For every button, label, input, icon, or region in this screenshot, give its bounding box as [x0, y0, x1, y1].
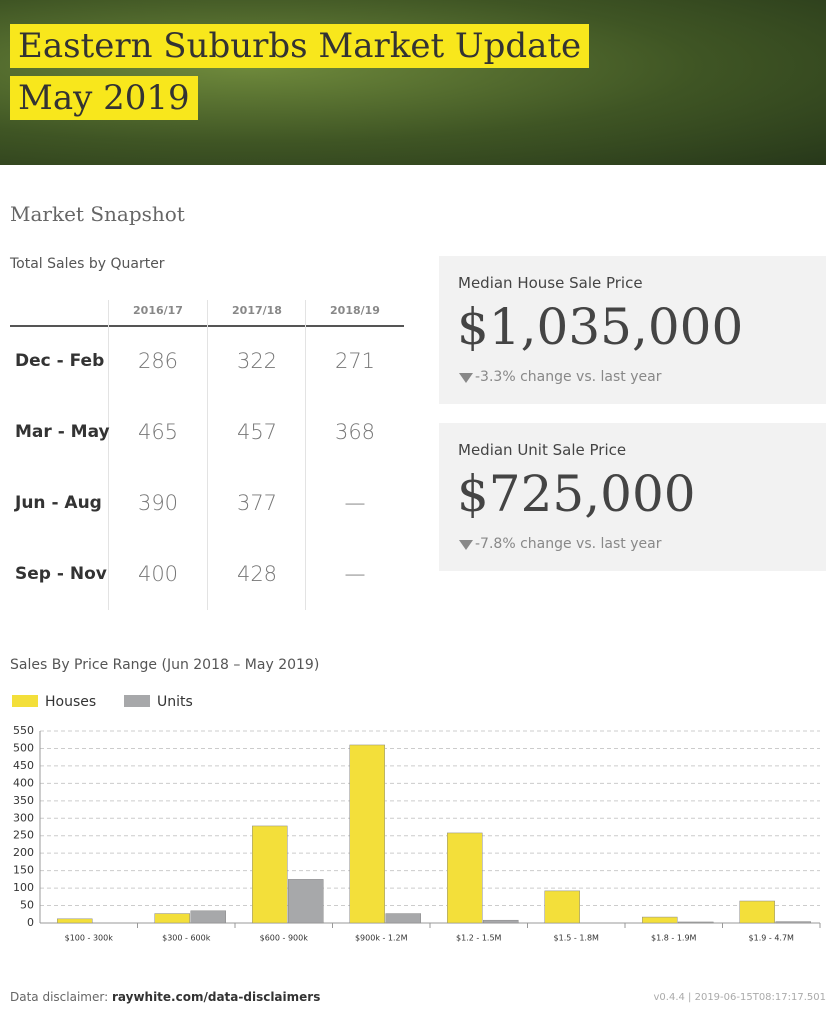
cell: 457	[236, 420, 278, 444]
y-tick-label: 300	[13, 811, 34, 824]
y-tick-label: 450	[13, 759, 34, 772]
chart: Houses Units 0 50 100 150 200 250 300 350 400 450 50…	[12, 694, 821, 943]
card-change: -3.3% change vs. last year	[475, 369, 662, 385]
cell: 400	[137, 562, 179, 586]
column-header: 2017/18	[232, 304, 282, 317]
x-tick-label: $1.2 - 1.5M	[456, 934, 502, 943]
disclaimer-label: Data disclaimer:	[10, 990, 109, 1004]
price-card: Median House Sale Price $1,035,000 -3.3% c…	[439, 256, 826, 404]
table-title: Total Sales by Quarter	[10, 256, 165, 272]
y-tick-label: 150	[13, 864, 34, 877]
chart-title: Sales By Price Range (Jun 2018 – May 201…	[10, 657, 320, 673]
bar	[544, 890, 580, 924]
column-header: 2018/19	[330, 304, 380, 317]
disclaimer-link[interactable]: raywhite.com/data-disclaimers	[111, 990, 321, 1004]
bar	[288, 879, 324, 924]
bar	[642, 916, 678, 924]
cell: 368	[334, 420, 376, 444]
legend-label: Houses	[45, 694, 96, 710]
bar	[678, 921, 714, 924]
bar	[252, 825, 288, 924]
title-line-1: Eastern Suburbs Market Update	[10, 24, 590, 68]
legend-swatch	[124, 695, 150, 707]
bar	[739, 900, 775, 924]
x-tick-label: $100 - 300k	[65, 934, 114, 943]
cell: —	[344, 562, 366, 586]
footer-disclaimer: Data disclaimer: raywhite.com/data-discl…	[10, 990, 320, 1004]
card-change: -7.8% change vs. last year	[475, 536, 662, 552]
cell: —	[344, 491, 366, 515]
bar	[483, 919, 519, 924]
section-title: Market Snapshot	[10, 202, 185, 226]
legend-label: Units	[157, 694, 193, 710]
cell: 428	[236, 562, 278, 586]
y-tick-label: 550	[13, 724, 34, 737]
row-label: Jun - Aug	[15, 493, 102, 513]
col-divider	[305, 300, 306, 610]
card-price: $1,035,000	[457, 298, 744, 356]
cell: 465	[137, 420, 179, 444]
y-tick-label: 350	[13, 794, 34, 807]
cell: 322	[236, 349, 278, 373]
y-tick-label: 0	[27, 916, 34, 929]
row-label: Mar - May	[15, 422, 110, 442]
row-label: Sep - Nov	[15, 564, 107, 584]
bar	[190, 910, 226, 924]
y-tick-label: 50	[20, 899, 34, 912]
card-label: Median Unit Sale Price	[458, 441, 627, 459]
y-tick-label: 100	[13, 881, 34, 894]
card-price: $725,000	[457, 465, 696, 523]
cell: 271	[334, 349, 376, 373]
y-tick-label: 250	[13, 829, 34, 842]
cell: 390	[137, 491, 179, 515]
x-tick-label: $300 - 600k	[162, 934, 211, 943]
x-tick-label: $1.8 - 1.9M	[651, 934, 697, 943]
legend-swatch	[12, 695, 38, 707]
cell: 377	[236, 491, 278, 515]
bar	[154, 913, 190, 924]
down-arrow	[459, 373, 473, 383]
x-tick-label: $1.9 - 4.7M	[749, 934, 795, 943]
bar	[349, 744, 385, 924]
bar	[447, 832, 483, 924]
y-tick-label: 200	[13, 846, 34, 859]
cell: 286	[137, 349, 179, 373]
bar	[775, 921, 811, 924]
down-arrow	[459, 540, 473, 550]
bar	[385, 913, 421, 924]
col-divider	[207, 300, 208, 610]
y-tick-label: 500	[13, 741, 34, 754]
title-line-2: May 2019	[10, 76, 198, 120]
price-card: Median Unit Sale Price $725,000 -7.8% chan…	[439, 423, 826, 571]
card-label: Median House Sale Price	[458, 274, 643, 292]
y-tick-label: 400	[13, 776, 34, 789]
row-label: Dec - Feb	[15, 351, 105, 371]
version: v0.4.4 | 2019-06-15T08:17:17.501	[653, 992, 826, 1003]
bar	[57, 918, 93, 924]
x-tick-label: $600 - 900k	[260, 934, 309, 943]
x-tick-label: $1.5 - 1.8M	[554, 934, 600, 943]
x-tick-label: $900k - 1.2M	[355, 934, 408, 943]
col-divider	[108, 300, 109, 610]
column-header: 2016/17	[133, 304, 183, 317]
